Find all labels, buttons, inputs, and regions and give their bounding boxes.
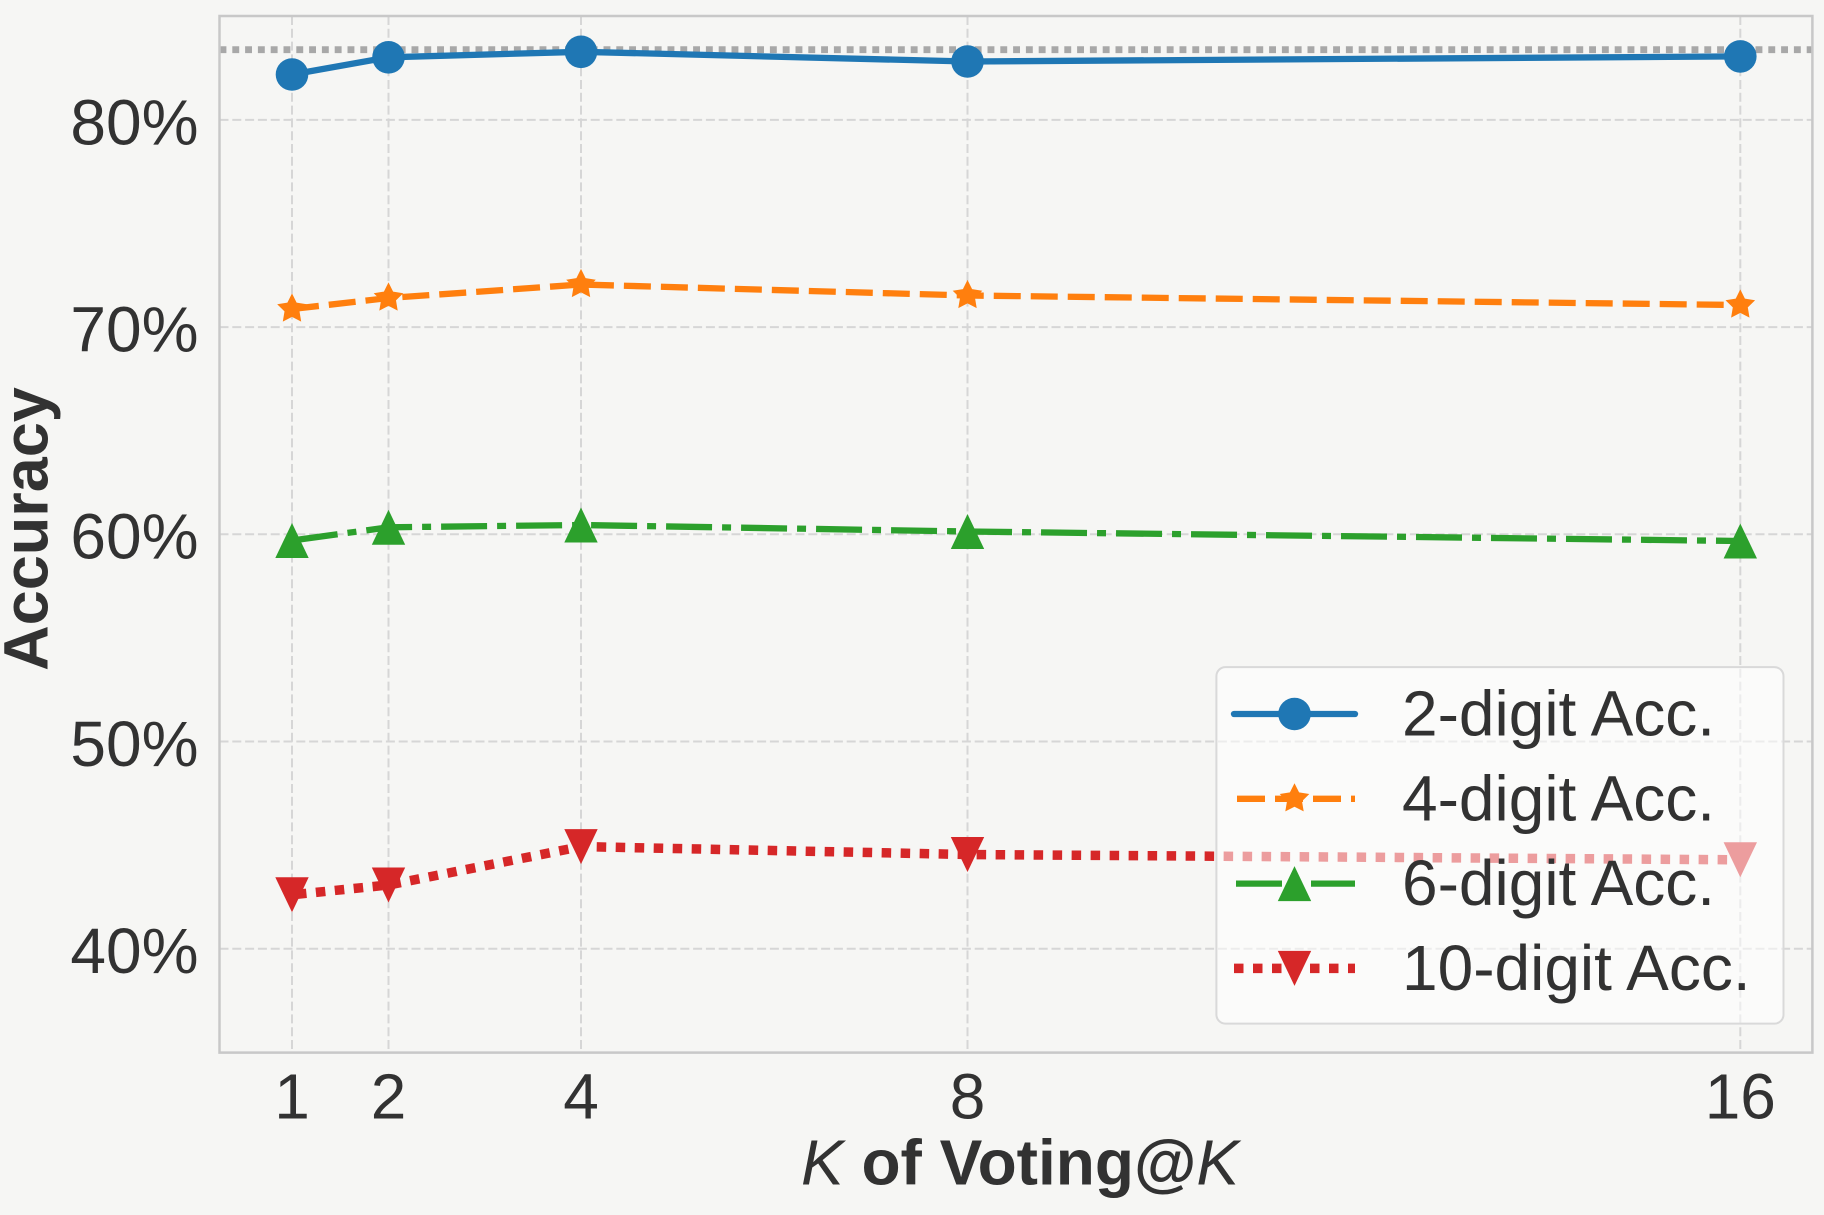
svg-text:4-digit Acc.: 4-digit Acc. [1402, 762, 1715, 834]
svg-text:K of Voting@K: K of Voting@K [801, 1127, 1242, 1199]
svg-text:40%: 40% [70, 915, 198, 987]
svg-text:1: 1 [274, 1061, 310, 1133]
svg-text:2-digit Acc.: 2-digit Acc. [1402, 678, 1715, 750]
svg-text:6-digit Acc.: 6-digit Acc. [1402, 847, 1715, 919]
svg-text:16: 16 [1705, 1061, 1776, 1133]
svg-text:8: 8 [950, 1061, 986, 1133]
svg-text:50%: 50% [70, 708, 198, 780]
svg-text:2: 2 [371, 1061, 407, 1133]
svg-text:4: 4 [563, 1061, 599, 1133]
svg-text:80%: 80% [70, 86, 198, 158]
svg-text:10-digit Acc.: 10-digit Acc. [1402, 932, 1751, 1004]
svg-text:Accuracy: Accuracy [0, 387, 61, 671]
svg-text:70%: 70% [70, 294, 198, 366]
svg-text:60%: 60% [70, 501, 198, 573]
